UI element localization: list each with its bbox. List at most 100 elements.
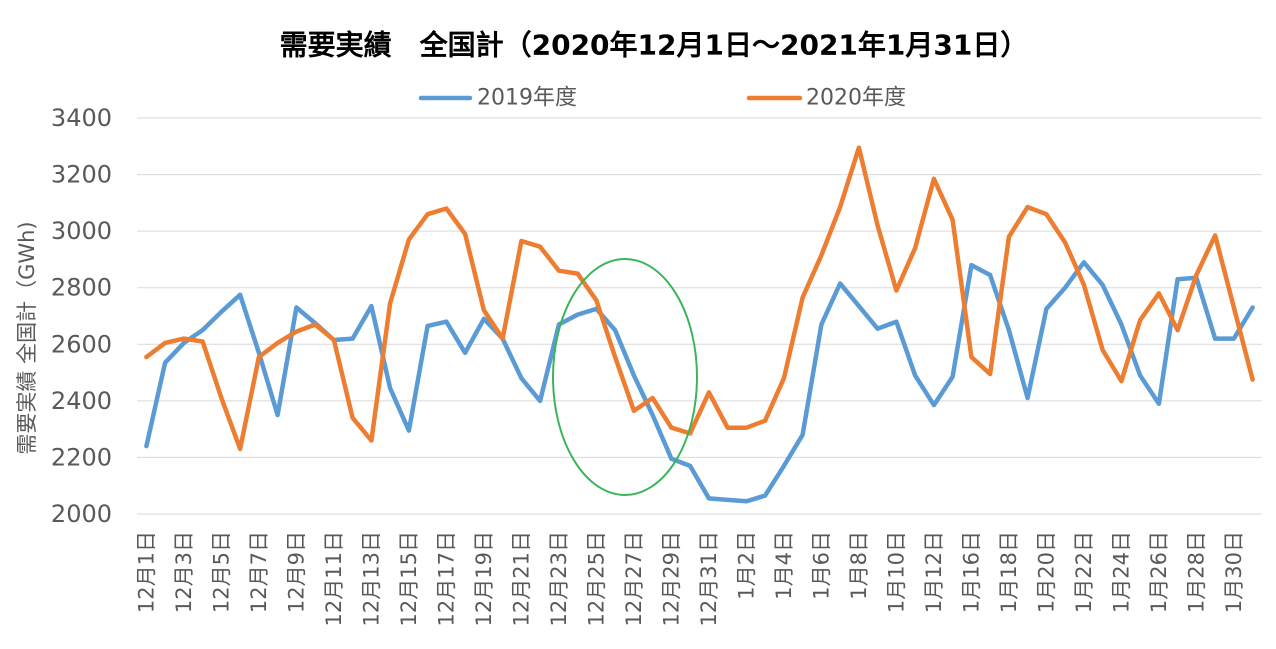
data-point-2020 [838, 205, 843, 210]
data-point-2019 [538, 398, 543, 403]
data-point-2019 [988, 273, 993, 277]
data-point-2020 [894, 288, 899, 293]
data-point-2020 [575, 271, 580, 276]
data-point-2019 [931, 403, 936, 408]
x-tick-label: 1月16日 [959, 531, 983, 613]
x-tick-label: 12月1日 [134, 531, 158, 613]
x-tick-label: 1月12日 [922, 531, 946, 613]
data-point-2019 [1119, 322, 1124, 327]
data-point-2019 [669, 456, 674, 461]
data-point-2019 [631, 373, 636, 378]
data-point-2019 [856, 304, 861, 309]
x-tick-label: 1月6日 [809, 531, 833, 600]
data-point-2020 [556, 268, 561, 273]
y-tick-label: 2000 [51, 500, 112, 528]
data-point-2019 [238, 292, 243, 297]
data-point-2020 [763, 418, 768, 423]
data-point-2019 [688, 463, 693, 468]
data-point-2019 [763, 493, 768, 498]
data-point-2020 [1025, 205, 1030, 210]
y-axis-ticks: 2000 2200 2400 2600 2800 3000 3200 3400 [51, 104, 112, 528]
y-tick-label: 2400 [51, 387, 112, 415]
x-tick-label: 1月24日 [1109, 531, 1133, 613]
x-tick-label: 1月18日 [997, 531, 1021, 613]
data-point-2020 [481, 308, 486, 313]
data-point-2019 [894, 319, 899, 324]
y-axis-title: 需要実績 全国計（GWh) [15, 221, 39, 454]
data-point-2019 [875, 326, 880, 331]
data-point-2020 [350, 415, 355, 420]
data-point-2020 [238, 446, 243, 451]
x-tick-label: 12月25日 [584, 531, 608, 626]
data-point-2020 [913, 246, 918, 251]
data-point-2019 [275, 413, 280, 417]
x-tick-label: 12月17日 [434, 531, 458, 626]
data-point-2020 [781, 376, 786, 381]
data-point-2020 [331, 338, 336, 342]
data-point-2019 [200, 328, 205, 333]
data-point-2019 [519, 376, 524, 381]
data-point-2019 [1025, 396, 1030, 400]
data-point-2020 [219, 396, 224, 400]
data-point-2020 [181, 336, 186, 341]
chart-title: 需要実績 全国計（2020年12月1日～2021年1月31日） [280, 29, 1029, 62]
data-point-2019 [1006, 328, 1011, 333]
data-point-2020 [463, 232, 468, 236]
x-tick-label: 12月9日 [284, 531, 308, 613]
data-point-2020 [875, 223, 880, 228]
x-tick-label: 12月29日 [659, 531, 683, 626]
series-2020 [144, 145, 1255, 452]
x-tick-label: 12月15日 [397, 531, 421, 626]
legend-label-2020: 2020年度 [806, 86, 906, 111]
x-tick-label: 12月19日 [472, 531, 496, 626]
data-point-2019 [388, 386, 393, 391]
data-point-2019 [163, 360, 168, 365]
x-tick-label: 12月21日 [509, 531, 533, 626]
data-point-2019 [781, 463, 786, 468]
data-point-2020 [950, 217, 955, 222]
data-point-2020 [256, 355, 261, 359]
data-point-2020 [988, 372, 993, 376]
series-line-2020 [144, 145, 1255, 452]
data-point-2020 [163, 340, 168, 345]
data-point-2020 [706, 390, 711, 395]
data-point-2019 [1138, 373, 1143, 378]
data-point-2020 [275, 340, 280, 345]
data-point-2019 [575, 312, 580, 317]
x-tick-label: 12月13日 [359, 531, 383, 626]
data-point-2020 [1231, 305, 1236, 310]
y-tick-label: 3000 [51, 217, 112, 245]
data-point-2020 [1044, 212, 1049, 217]
x-tick-label: 12月23日 [547, 531, 571, 626]
x-tick-label: 1月26日 [1147, 531, 1171, 613]
y-tick-label: 3400 [51, 104, 112, 132]
data-point-2020 [538, 244, 543, 249]
data-point-2019 [950, 374, 955, 379]
data-point-2019 [1250, 305, 1255, 310]
data-point-2020 [1138, 318, 1143, 323]
data-point-2020 [1119, 379, 1124, 384]
data-point-2019 [1213, 336, 1218, 341]
x-tick-label: 12月31日 [697, 531, 721, 626]
data-point-2019 [369, 304, 374, 309]
data-point-2020 [200, 339, 205, 344]
data-point-2019 [969, 263, 974, 268]
data-point-2019 [1100, 282, 1105, 287]
data-point-2020 [969, 355, 974, 359]
data-point-2020 [425, 212, 430, 217]
data-point-2020 [1213, 233, 1218, 238]
data-point-2020 [1175, 328, 1180, 333]
legend-label-2019: 2019年度 [477, 86, 577, 111]
data-point-2019 [144, 444, 149, 449]
data-point-2020 [744, 425, 749, 430]
x-tick-label: 12月11日 [322, 531, 346, 626]
x-tick-label: 1月22日 [1072, 531, 1096, 613]
data-point-2020 [613, 355, 618, 359]
plot-series [144, 145, 1255, 504]
data-point-2019 [650, 413, 655, 417]
x-tick-label: 12月5日 [209, 531, 233, 613]
data-point-2020 [1081, 282, 1086, 287]
data-point-2019 [706, 496, 711, 501]
x-tick-label: 1月20日 [1034, 531, 1058, 613]
